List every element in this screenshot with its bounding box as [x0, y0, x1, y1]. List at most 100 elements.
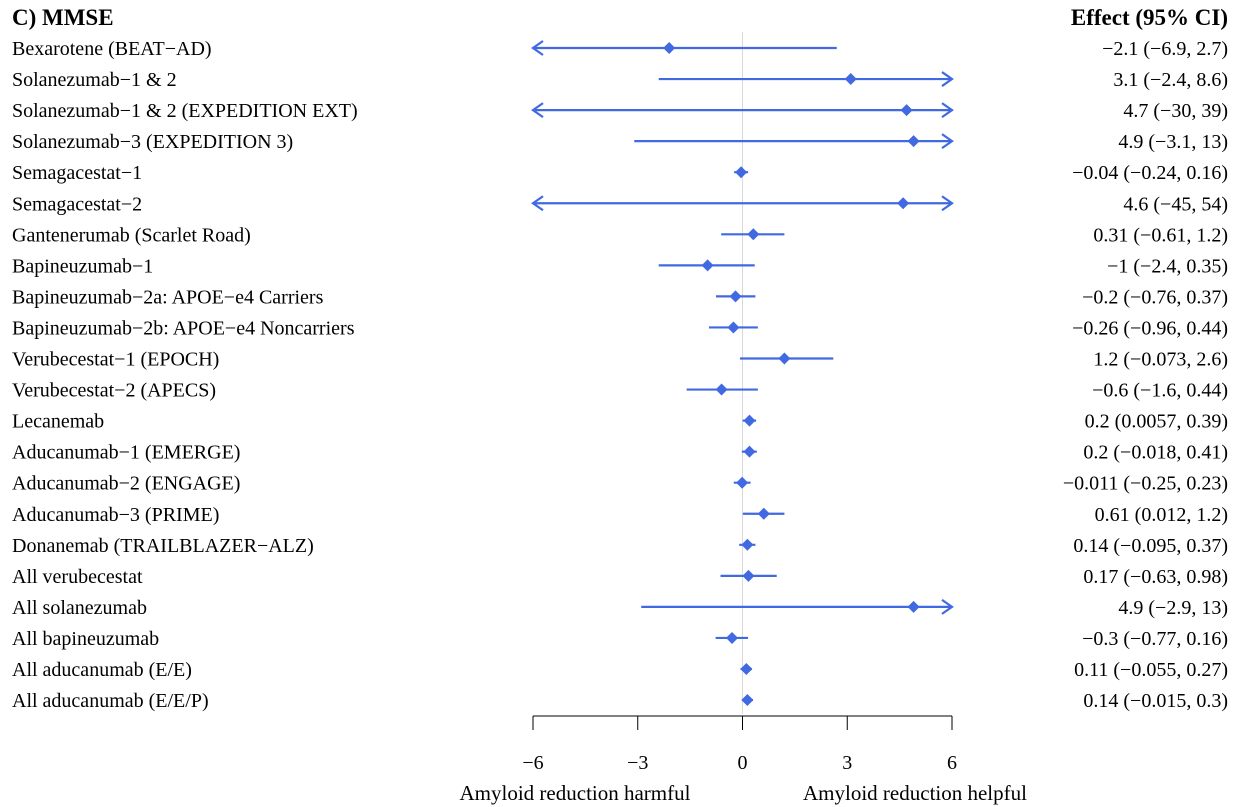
- row-label: Bexarotene (BEAT−AD): [12, 38, 212, 60]
- row-label: Solanezumab−1 & 2: [12, 69, 177, 91]
- forest-row: All verubecestat 0.17 (−0.63, 0.98): [12, 566, 1228, 588]
- row-effect-text: 0.14 (−0.015, 0.3): [1083, 690, 1228, 712]
- row-effect-text: −0.26 (−0.96, 0.44): [1072, 317, 1228, 339]
- x-axis: −6 −3 0 3 6: [522, 715, 957, 774]
- row-effect-text: 0.2 (−0.018, 0.41): [1083, 442, 1228, 464]
- effect-point: [907, 600, 920, 613]
- forest-row: Solanezumab−3 (EXPEDITION 3) 4.9 (−3.1, 1…: [12, 131, 1228, 153]
- effect-point: [727, 321, 740, 334]
- row-effect-text: 4.6 (−45, 54): [1123, 193, 1228, 215]
- x-label-helpful: Amyloid reduction helpful: [803, 781, 1027, 805]
- row-effect-text: −0.3 (−0.77, 0.16): [1082, 628, 1228, 650]
- forest-row: Bapineuzumab−2b: APOE−e4 Noncarriers −0.2…: [12, 317, 1228, 339]
- forest-row: Lecanemab 0.2 (0.0057, 0.39): [12, 411, 1228, 433]
- row-label: Aducanumab−1 (EMERGE): [12, 442, 240, 464]
- row-label: Lecanemab: [12, 411, 104, 433]
- forest-row: Solanezumab−1 & 2 (EXPEDITION EXT) 4.7 (−…: [12, 100, 1228, 122]
- effect-point: [740, 663, 753, 675]
- row-effect-text: 4.9 (−3.1, 13): [1118, 131, 1228, 153]
- effect-point: [743, 445, 756, 458]
- row-label: Bapineuzumab−1: [12, 255, 153, 277]
- effect-point: [742, 569, 755, 582]
- effect-point: [741, 538, 754, 551]
- effect-point: [743, 414, 756, 427]
- forest-row: Solanezumab−1 & 2 3.1 (−2.4, 8.6): [12, 69, 1228, 91]
- x-tick-label: 0: [738, 752, 748, 774]
- chart-title: C) MMSE: [12, 5, 114, 30]
- row-label: Verubecestat−2 (APECS): [12, 380, 216, 402]
- effect-point: [735, 166, 748, 179]
- forest-row: Bexarotene (BEAT−AD) −2.1 (−6.9, 2.7): [12, 38, 1228, 60]
- row-label: Solanezumab−1 & 2 (EXPEDITION EXT): [12, 100, 358, 122]
- row-label: Donanemab (TRAILBLAZER−ALZ): [12, 535, 314, 557]
- row-effect-text: 0.14 (−0.095, 0.37): [1073, 535, 1228, 557]
- x-tick-label: 6: [947, 752, 957, 774]
- row-effect-text: 0.11 (−0.055, 0.27): [1074, 659, 1228, 681]
- row-effect-text: −0.2 (−0.76, 0.37): [1082, 286, 1228, 308]
- effect-point: [715, 383, 728, 396]
- effect-point: [900, 104, 913, 117]
- row-effect-text: 0.61 (0.012, 1.2): [1095, 504, 1228, 526]
- row-effect-text: −0.011 (−0.25, 0.23): [1063, 473, 1228, 495]
- effect-point: [701, 259, 714, 272]
- ci-arrow-right: [941, 133, 954, 150]
- forest-row: Bapineuzumab−1 −1 (−2.4, 0.35): [12, 255, 1228, 277]
- row-effect-text: 0.31 (−0.61, 1.2): [1093, 224, 1228, 246]
- row-label: Semagacestat−1: [12, 162, 142, 184]
- row-label: Solanezumab−3 (EXPEDITION 3): [12, 131, 293, 153]
- row-effect-text: 4.7 (−30, 39): [1123, 100, 1228, 122]
- row-label: All verubecestat: [12, 566, 143, 588]
- forest-row: Donanemab (TRAILBLAZER−ALZ) 0.14 (−0.095,…: [12, 535, 1228, 557]
- ci-arrow-right: [941, 102, 954, 119]
- ci-arrow-right: [941, 598, 954, 615]
- row-label: Semagacestat−2: [12, 193, 142, 215]
- row-effect-text: −1 (−2.4, 0.35): [1107, 255, 1228, 277]
- forest-rows: Bexarotene (BEAT−AD) −2.1 (−6.9, 2.7) Sola…: [12, 32, 1228, 715]
- row-effect-text: −0.6 (−1.6, 0.44): [1092, 380, 1228, 402]
- x-tick-label: −3: [627, 752, 648, 774]
- effect-point: [897, 197, 910, 210]
- forest-row: Bapineuzumab−2a: APOE−e4 Carriers −0.2 (−…: [12, 286, 1228, 308]
- row-label: All aducanumab (E/E): [12, 659, 192, 681]
- forest-row: All solanezumab 4.9 (−2.9, 13): [12, 597, 1228, 619]
- effect-point: [757, 507, 770, 520]
- forest-row: All bapineuzumab −0.3 (−0.77, 0.16): [12, 628, 1228, 650]
- row-effect-text: 0.2 (0.0057, 0.39): [1085, 411, 1228, 433]
- effect-point: [778, 352, 791, 365]
- effect-column-header: Effect (95% CI): [1071, 5, 1228, 30]
- forest-row: Aducanumab−2 (ENGAGE) −0.011 (−0.25, 0.23…: [12, 473, 1228, 495]
- forest-row: Aducanumab−1 (EMERGE) 0.2 (−0.018, 0.41): [12, 442, 1228, 464]
- ci-arrow-left: [531, 40, 544, 56]
- forest-row: Verubecestat−2 (APECS) −0.6 (−1.6, 0.44): [12, 380, 1228, 402]
- effect-point: [736, 476, 749, 489]
- ci-arrow-right: [941, 71, 954, 87]
- effect-point: [726, 631, 739, 644]
- row-label: Verubecestat−1 (EPOCH): [12, 349, 219, 371]
- row-label: Aducanumab−2 (ENGAGE): [12, 473, 240, 495]
- forest-row: Verubecestat−1 (EPOCH) 1.2 (−0.073, 2.6): [12, 349, 1228, 371]
- effect-point: [729, 290, 742, 303]
- forest-row: Gantenerumab (Scarlet Road) 0.31 (−0.61, …: [12, 224, 1228, 246]
- ci-arrow-right: [941, 195, 954, 212]
- row-label: All bapineuzumab: [12, 628, 159, 650]
- x-label-harmful: Amyloid reduction harmful: [460, 781, 691, 805]
- effect-point: [741, 694, 754, 707]
- x-tick-label: −6: [522, 752, 543, 774]
- row-effect-text: −0.04 (−0.24, 0.16): [1072, 162, 1228, 184]
- effect-point: [747, 228, 760, 241]
- forest-row: Semagacestat−1 −0.04 (−0.24, 0.16): [12, 162, 1228, 184]
- row-label: Bapineuzumab−2b: APOE−e4 Noncarriers: [12, 317, 355, 339]
- x-tick-label: 3: [842, 752, 852, 774]
- forest-row: All aducanumab (E/E/P) 0.14 (−0.015, 0.3): [12, 690, 1228, 712]
- row-label: All solanezumab: [12, 597, 147, 619]
- row-effect-text: −2.1 (−6.9, 2.7): [1102, 38, 1228, 60]
- row-effect-text: 4.9 (−2.9, 13): [1118, 597, 1228, 619]
- row-effect-text: 1.2 (−0.073, 2.6): [1093, 349, 1228, 371]
- ci-arrow-left: [531, 102, 544, 119]
- effect-point: [844, 73, 857, 86]
- forest-row: Aducanumab−3 (PRIME) 0.61 (0.012, 1.2): [12, 504, 1228, 526]
- row-label: Gantenerumab (Scarlet Road): [12, 224, 251, 246]
- effect-point: [663, 42, 676, 54]
- effect-point: [907, 135, 920, 148]
